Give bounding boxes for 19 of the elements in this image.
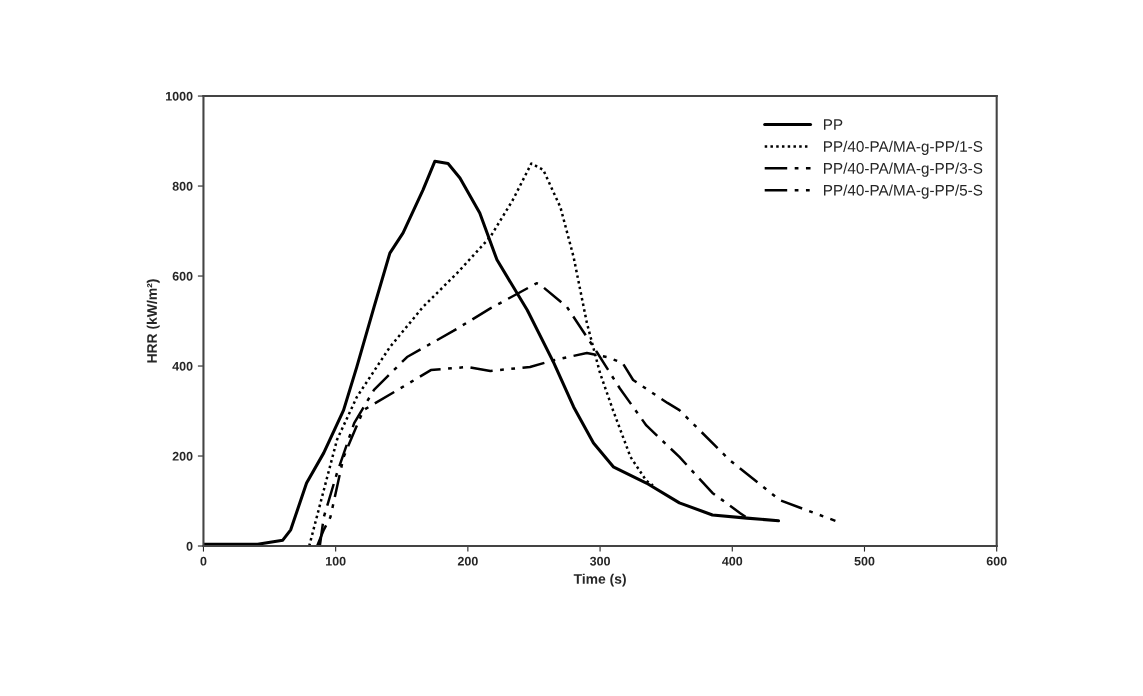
legend-label: PP [824,119,843,130]
x-tick-label: 400 [722,556,743,566]
y-axis-title: HRR (kW/m²) [146,279,160,363]
x-tick-label: 600 [986,556,1007,566]
x-tick-label: 0 [200,556,207,566]
y-tick-label: 400 [172,361,193,371]
x-tick-label: 200 [457,556,478,566]
legend-label: PP/40-PA/MA-g-PP/3-S [824,162,983,177]
legend-label: PP/40-PA/MA-g-PP/5-S [824,184,983,199]
y-tick-label: 600 [172,271,193,281]
x-tick-label: 300 [589,556,610,566]
x-axis-title: Time (s) [573,573,626,587]
y-tick-label: 1000 [166,91,193,101]
y-tick-label: 0 [186,541,193,551]
y-tick-label: 800 [172,181,193,191]
x-tick-label: 500 [854,556,875,566]
x-tick-label: 100 [326,556,346,566]
legend-label: PP/40-PA/MA-g-PP/1-S [824,140,983,155]
y-tick-label: 200 [172,451,193,461]
